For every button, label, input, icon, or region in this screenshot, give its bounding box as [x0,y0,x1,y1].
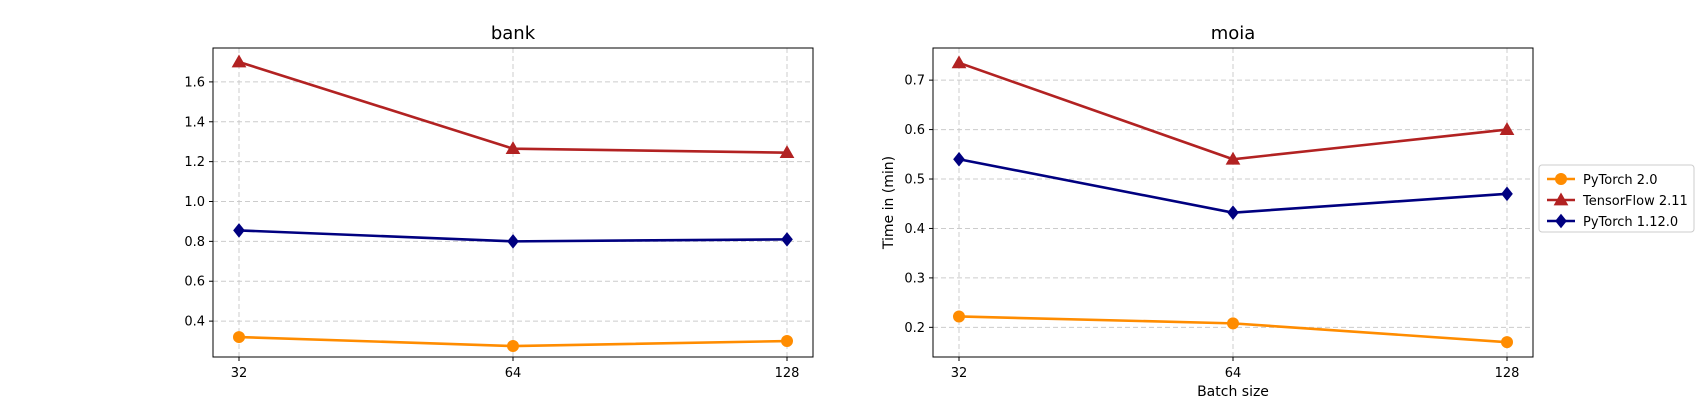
series-line [233,223,793,249]
series-line [231,54,795,159]
data-point-diamond [233,223,245,238]
y-tick-label: 0.6 [904,123,925,138]
data-point-triangle [1553,192,1569,206]
y-tick-label: 0.6 [184,275,205,290]
data-point-circle [1227,317,1239,330]
legend: PyTorch 2.0 TensorFlow 2.11 PyTorch 1.12.0 [1538,164,1695,233]
y-tick-label: 0.4 [184,315,205,330]
data-point-diamond [953,151,965,167]
series-line [953,310,1513,349]
series-line [953,151,1513,220]
data-point-diamond [1555,213,1567,229]
legend-entry-label: TensorFlow 2.11 [1582,194,1688,209]
data-point-circle [507,340,519,353]
data-point-diamond [507,234,519,249]
chart-panel-bank: 0.4 0.6 0.8 1.0 1.2 1.4 1.6 32 64 128 bank [184,23,814,381]
chart-title: bank [491,23,536,44]
y-tick-label: 0.3 [904,271,925,286]
y-axis-label: Time in (min) [881,156,897,250]
data-point-triangle [951,55,967,69]
data-point-circle [953,310,965,323]
data-point-triangle [1499,122,1515,135]
x-tick-label: 128 [1495,366,1520,381]
data-point-triangle [505,141,521,155]
data-point-diamond [1501,186,1513,202]
data-point-diamond [1227,205,1239,220]
chart-panel-moia: 0.2 0.3 0.4 0.5 0.6 0.7 32 64 128 moia Batch size T… [881,23,1534,400]
series-line [233,331,793,353]
y-tick-label: 0.5 [904,173,925,188]
x-tick-label: 32 [231,366,248,381]
legend-entry-label: PyTorch 1.12.0 [1583,215,1678,230]
x-tick-label: 128 [775,366,800,381]
y-tick-label: 1.0 [184,195,205,210]
data-point-circle [1555,173,1567,185]
y-tick-label: 0.2 [904,321,925,336]
data-point-circle [1501,336,1513,349]
data-point-circle [781,335,793,348]
y-tick-label: 0.7 [904,74,925,89]
legend-entry-label: PyTorch 2.0 [1583,173,1657,188]
y-tick-label: 0.4 [904,222,925,237]
data-point-triangle [231,54,247,68]
data-point-diamond [781,232,793,247]
y-tick-label: 1.4 [184,115,205,130]
x-axis-label: Batch size [1197,384,1269,400]
data-point-circle [233,331,245,344]
legend-box [1538,164,1695,233]
x-tick-label: 64 [505,366,522,381]
y-tick-label: 1.6 [184,75,205,90]
chart-title: moia [1211,23,1256,44]
x-tick-label: 64 [1225,366,1242,381]
y-tick-label: 0.8 [184,235,205,250]
data-point-triangle [779,145,795,159]
series-line [951,55,1515,165]
data-point-triangle [1225,151,1241,165]
y-tick-label: 1.2 [184,155,205,170]
x-tick-label: 32 [951,366,968,381]
